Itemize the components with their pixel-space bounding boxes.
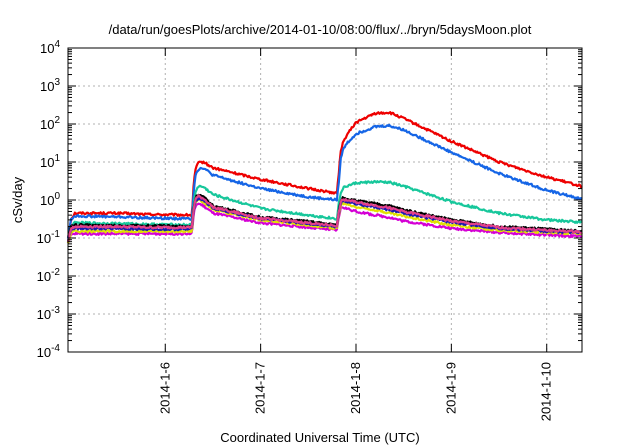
x-axis-label: Coordinated Universal Time (UTC) [220,430,420,445]
y-tick-label: 10-2 [37,267,61,284]
series-line-3 [66,179,583,243]
series-line-2 [66,123,583,239]
y-tick-labels: 10-4 10-3 10-2 10-1 100 101 102 103 104 [37,39,61,360]
y-tick-label: 101 [40,153,60,170]
series-lines [66,111,583,244]
y-tick-label: 10-3 [37,305,61,322]
y-tick-label: 102 [40,115,60,132]
x-tick-labels: 2014-1-6 2014-1-7 2014-1-8 2014-1-9 2014-1-1… [157,362,553,421]
x-tick-label: 2014-1-9 [443,362,458,414]
x-tick-label: 2014-1-7 [253,362,268,414]
y-tick-label: 10-4 [37,343,61,360]
series-line-1 [66,111,583,239]
series-line-5 [66,202,583,244]
axis-ticks [68,47,582,353]
y-tick-label: 100 [40,191,60,208]
y-axis-label: cSv/day [10,176,25,223]
chart-title: /data/run/goesPlots/archive/2014-01-10/0… [108,22,532,37]
x-tick-label: 2014-1-6 [157,362,172,414]
y-tick-label: 103 [40,77,60,94]
x-tick-label: 2014-1-8 [348,362,363,414]
x-tick-label: 2014-1-10 [539,362,554,421]
series-line-8 [66,194,583,242]
series-line-6 [66,198,583,244]
y-tick-label: 104 [40,39,60,56]
y-tick-label: 10-1 [37,229,61,246]
